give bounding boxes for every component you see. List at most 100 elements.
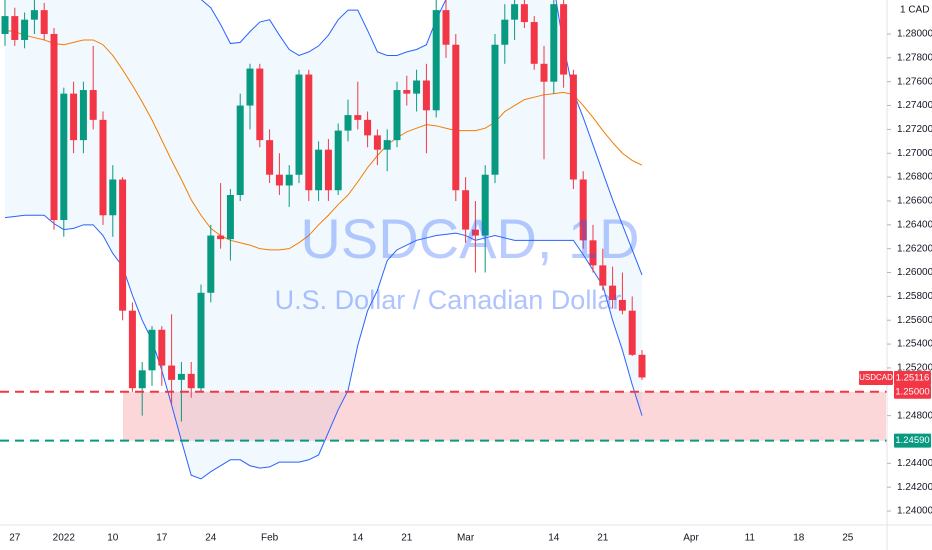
candle-body [305, 74, 313, 191]
candle-body [569, 74, 577, 180]
candle-body [579, 179, 587, 241]
y-tick-label: 1.27200 [897, 124, 932, 135]
y-tick-label: 1.25400 [897, 339, 932, 350]
x-tick-label: 24 [205, 533, 217, 544]
indicator-line [4, 214, 643, 480]
plot-area [0, 0, 887, 480]
indicator-line [4, 29, 643, 251]
candle-body [364, 119, 372, 136]
y-tick-label: 1.27400 [897, 100, 932, 111]
level-tag-label: 1.24590 [895, 435, 929, 446]
candle-body [373, 135, 381, 150]
candle-body [462, 190, 470, 230]
candle-body [609, 285, 617, 300]
candle-body [187, 373, 195, 389]
candle-body [471, 229, 479, 236]
candle-body [79, 90, 87, 141]
y-tick-label: 1.24000 [897, 506, 932, 517]
candle-body [520, 4, 528, 23]
y-tick-label: 1.26800 [897, 172, 932, 183]
candle-body [158, 329, 166, 366]
currency-label: 1 CAD [900, 5, 929, 16]
x-tick-label: 10 [107, 533, 119, 544]
candle-body [168, 365, 176, 380]
candle-body [99, 119, 107, 216]
y-tick-label: 1.25600 [897, 315, 932, 326]
candle-body [530, 22, 538, 64]
candle-body [618, 299, 626, 311]
y-tick-label: 1.27600 [897, 76, 932, 87]
zone [123, 391, 886, 441]
x-tick-label: 14 [548, 533, 560, 544]
candle-body [315, 149, 323, 191]
candle-body [383, 140, 391, 150]
candle-body [295, 74, 303, 175]
symbol-label: USDCAD [859, 373, 893, 382]
y-tick-label: 1.27800 [897, 52, 932, 63]
candle-body [1, 16, 9, 34]
candle-body [21, 19, 29, 40]
candle-body [511, 4, 519, 20]
candle-body [354, 115, 362, 120]
y-tick-label: 1.26200 [897, 243, 932, 254]
x-tick-label: Mar [457, 533, 475, 544]
candle-body [481, 174, 489, 236]
x-tick-label: 11 [745, 533, 756, 544]
candle-body [422, 80, 430, 111]
candle-body [256, 68, 264, 141]
indicator-line [200, 0, 643, 276]
x-tick-label: Apr [683, 533, 699, 544]
candle-body [266, 140, 274, 175]
x-tick-label: 2022 [53, 533, 76, 544]
level-tag [894, 433, 931, 448]
candle-body [560, 4, 568, 75]
x-tick-label: 17 [156, 533, 168, 544]
y-tick-label: 1.26400 [897, 219, 932, 230]
y-tick-label: 1.24200 [897, 482, 932, 493]
candle-body [246, 68, 254, 106]
candle-body [403, 90, 411, 94]
candle-body [119, 179, 127, 311]
x-tick-label: 18 [793, 533, 805, 544]
candle-body [344, 115, 352, 131]
y-tick-label: 1.28000 [897, 29, 932, 40]
level-tag-label: 1.25000 [895, 386, 929, 397]
candle-body [11, 16, 19, 40]
x-tick-label: 21 [597, 533, 609, 544]
candle-body [217, 235, 225, 240]
y-tick-label: 1.24800 [897, 410, 932, 421]
candle-body [501, 19, 509, 45]
candle-body [89, 90, 97, 120]
candle-body [550, 4, 558, 82]
candle-body [452, 44, 460, 191]
candle-body [60, 93, 68, 221]
candle-body [197, 292, 205, 389]
x-tick-label: 21 [401, 533, 413, 544]
candle-body [638, 354, 646, 378]
y-tick-label: 1.26600 [897, 196, 932, 207]
y-tick-label: 1.25800 [897, 291, 932, 302]
candle-body [236, 105, 244, 195]
candle-body [275, 174, 283, 186]
candle-body [413, 80, 421, 94]
y-tick-label: 1.25200 [897, 363, 932, 374]
x-tick-label: Feb [261, 533, 279, 544]
candle-body [50, 33, 58, 221]
candle-body [138, 370, 146, 389]
watermark-title: USDCAD, 1D [300, 207, 639, 270]
candle-body [226, 194, 234, 240]
candle-body [599, 265, 607, 286]
candle-body [442, 10, 450, 45]
y-tick-label: 1.27000 [897, 148, 932, 159]
symbol-tag [859, 370, 893, 385]
candle-body [324, 149, 332, 191]
candle-body [285, 174, 293, 186]
candle-body [334, 130, 342, 191]
x-tick-label: 27 [9, 533, 21, 544]
candle-body [30, 10, 38, 20]
candle-body [109, 179, 117, 216]
candle-body [40, 10, 48, 34]
